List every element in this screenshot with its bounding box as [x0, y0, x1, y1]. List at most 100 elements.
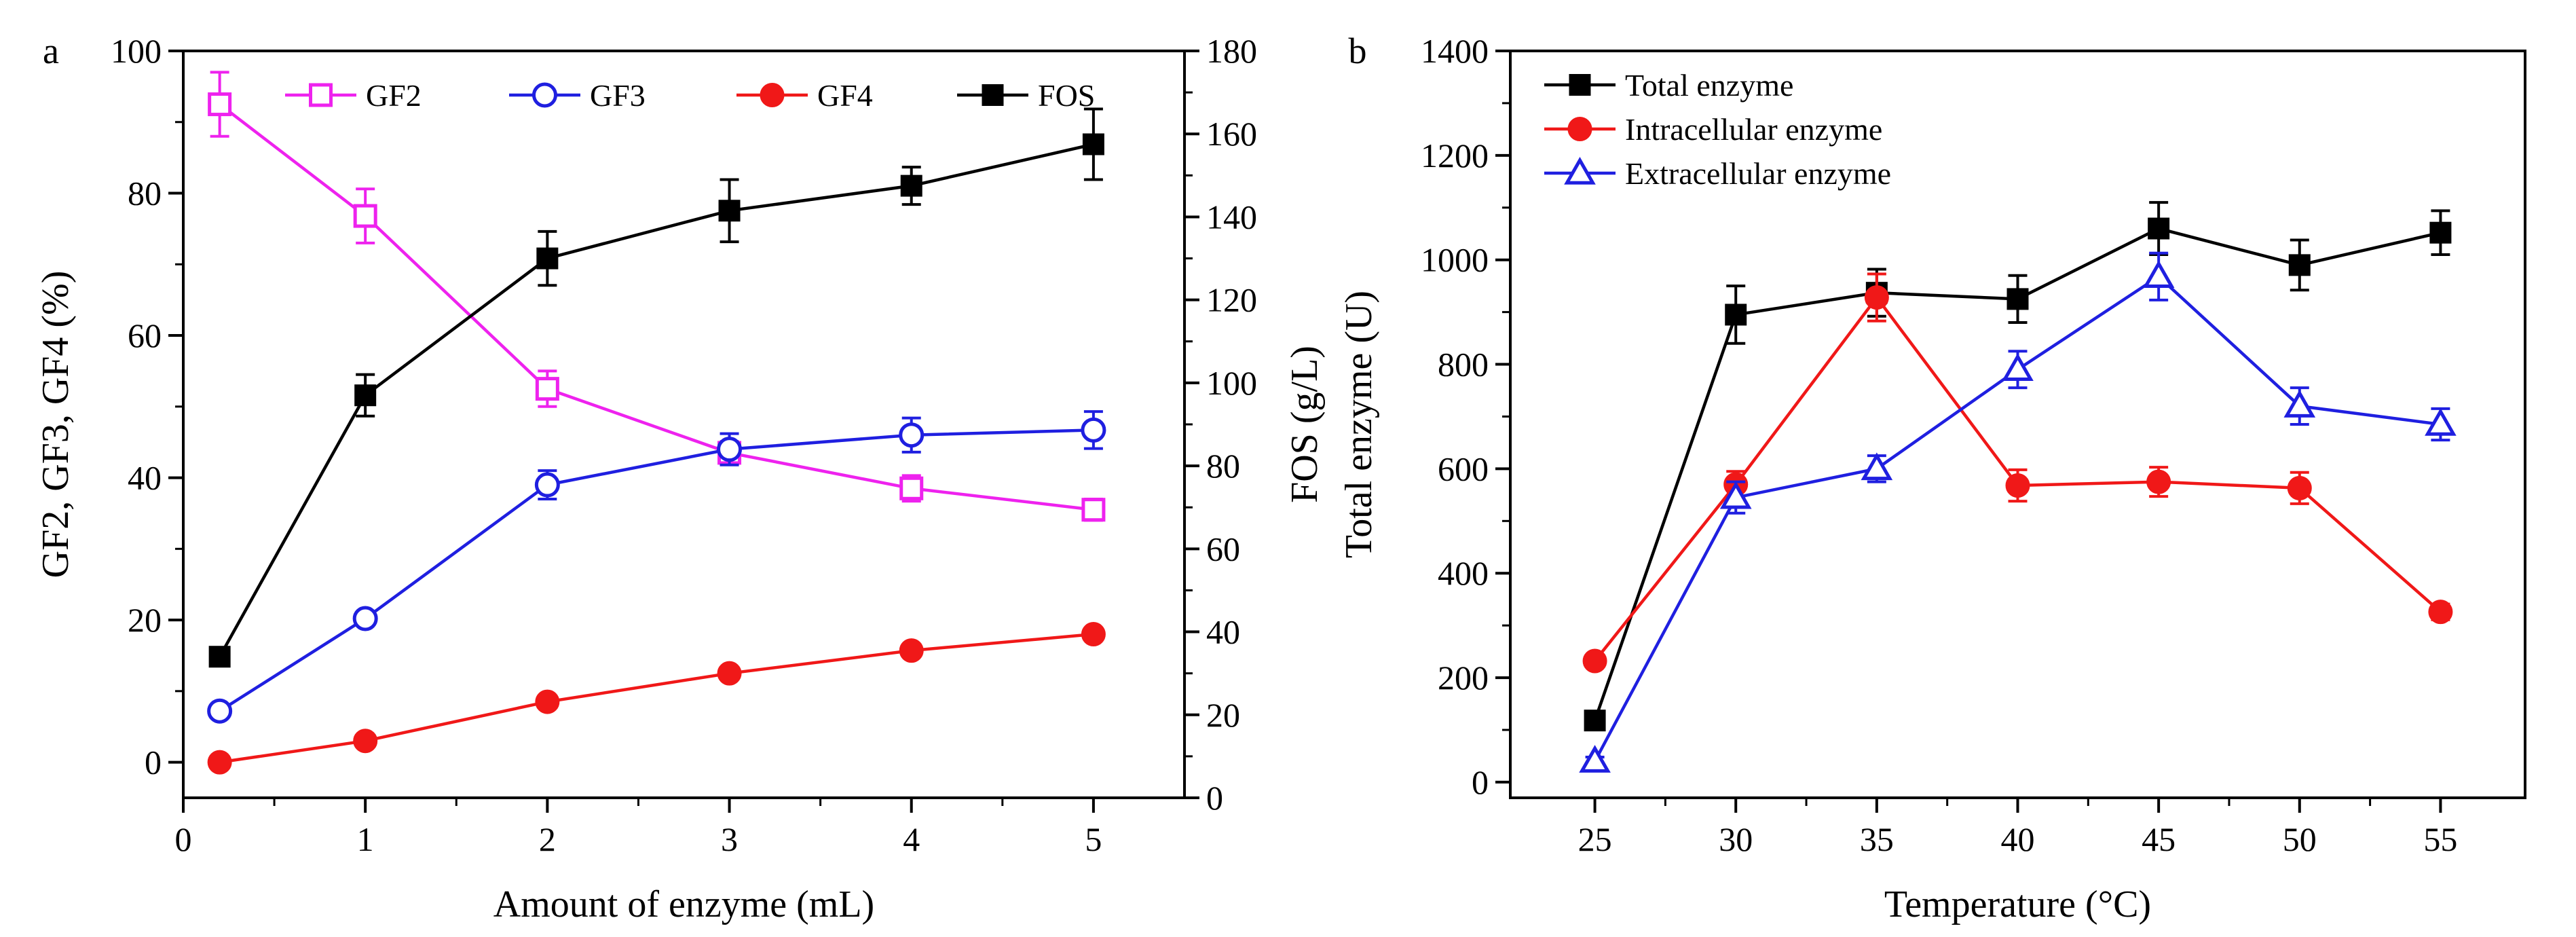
data-point: [1081, 622, 1106, 647]
data-point: [1861, 452, 1893, 481]
x-axis-title: Amount of enzyme (mL): [493, 883, 874, 925]
x-tick-label: 45: [2142, 820, 2176, 858]
legend-marker: [760, 83, 785, 107]
panel-label: b: [1349, 31, 1367, 71]
series-line: [219, 428, 1094, 713]
legend-marker: [309, 83, 333, 107]
data-point: [207, 698, 233, 724]
data-point: [353, 729, 378, 754]
y-axis-title: GF2, GF3, GF4 (%): [35, 271, 77, 578]
legend-item: Extracellular enzyme: [1544, 156, 1891, 191]
x-tick-label: 55: [2423, 820, 2457, 858]
series-extracellular-enzyme: [1579, 251, 2457, 773]
y-tick-label: 60: [128, 316, 162, 354]
y2-tick-label: 160: [1206, 115, 1257, 153]
y-tick-label: 1000: [1421, 241, 1489, 279]
y2-tick-label: 0: [1206, 779, 1223, 817]
data-point: [352, 606, 378, 631]
data-point: [1081, 498, 1106, 522]
data-point: [1082, 133, 1104, 155]
x-tick-label: 4: [903, 820, 920, 858]
y-tick-label: 400: [1438, 554, 1489, 592]
legend-item: GF4: [736, 78, 873, 113]
data-point: [1719, 481, 1752, 509]
panel-a-chart: 0 1 2 3 4 5 0 20 40 60 80 100 0 20 40 60 80 100 120 140 160 1…: [35, 31, 1326, 925]
data-point: [1864, 285, 1889, 310]
legend-label: Total enzyme: [1625, 68, 1793, 103]
legend-item: GF2: [285, 78, 422, 113]
series-gf4: [207, 622, 1106, 775]
data-point: [2005, 473, 2030, 498]
y-axis-title: Total enzyme (U): [1338, 291, 1380, 558]
x-tick-label: 2: [539, 820, 556, 858]
data-point: [717, 661, 742, 686]
y2-tick-label: 60: [1206, 530, 1240, 568]
y2-tick-label: 140: [1206, 198, 1257, 236]
data-point: [536, 247, 559, 270]
data-point: [717, 437, 743, 462]
y-tick-label: 0: [1472, 763, 1489, 801]
y-tick-label: 40: [128, 459, 162, 497]
data-point: [535, 377, 559, 401]
legend-label: Extracellular enzyme: [1625, 156, 1891, 191]
legend-item: GF3: [509, 78, 646, 113]
x-tick-label: 0: [175, 820, 192, 858]
data-point: [1579, 745, 1611, 773]
data-point: [354, 384, 377, 407]
data-point: [353, 204, 377, 228]
legend-label: FOS: [1038, 78, 1095, 113]
data-point: [2146, 469, 2171, 494]
y2-tick-label: 120: [1206, 281, 1257, 319]
series-gf2: [208, 71, 1106, 522]
x-axis-title: Temperature (°C): [1884, 883, 2151, 925]
data-point: [2287, 475, 2312, 500]
data-point: [208, 92, 232, 117]
data-point: [899, 638, 924, 663]
data-point: [535, 689, 560, 714]
data-point: [899, 422, 925, 448]
y-tick-label: 200: [1438, 659, 1489, 697]
y2-tick-label: 180: [1206, 32, 1257, 70]
legend: GF2 GF3 GF4 FOS: [285, 78, 1095, 113]
data-point: [207, 750, 232, 775]
data-point: [900, 174, 922, 197]
y-tick-label: 0: [145, 743, 162, 782]
series-gf3: [207, 410, 1106, 724]
data-point: [2283, 390, 2316, 418]
legend-item: Intracellular enzyme: [1544, 112, 1882, 147]
data-point: [2428, 600, 2453, 625]
data-point: [1081, 417, 1106, 443]
data-point: [1582, 648, 1607, 674]
x-tick-label: 1: [357, 820, 374, 858]
data-point: [2006, 288, 2029, 310]
data-point: [2288, 254, 2311, 276]
y2-tick-label: 100: [1206, 364, 1257, 402]
legend-marker: [982, 84, 1004, 106]
x-tick-label: 25: [1578, 820, 1612, 858]
legend-item: FOS: [957, 78, 1095, 113]
y-tick-label: 100: [111, 32, 162, 70]
data-point: [899, 476, 924, 500]
y-tick-label: 1200: [1421, 136, 1489, 174]
legend-marker: [532, 82, 557, 108]
x-tick-label: 3: [721, 820, 738, 858]
y-tick-label: 20: [128, 601, 162, 639]
series-line: [219, 103, 1094, 511]
series-fos: [208, 107, 1104, 668]
panel-label: a: [43, 31, 59, 71]
series-line: [218, 143, 1094, 658]
y2-tick-label: 80: [1206, 447, 1240, 485]
legend-marker: [1564, 156, 1596, 185]
x-tick-label: 5: [1085, 820, 1102, 858]
panel-b-chart: 25 30 35 40 45 50 55 0 200 400 600 800 1000 1200 1400 T…: [1338, 31, 2526, 925]
data-point: [2148, 217, 2170, 240]
x-tick-label: 40: [2001, 820, 2035, 858]
data-point: [2002, 353, 2034, 381]
x-tick-label: 35: [1860, 820, 1894, 858]
y-tick-label: 1400: [1421, 32, 1489, 70]
legend-item: Total enzyme: [1544, 68, 1793, 103]
legend-label: GF4: [817, 78, 873, 113]
data-point: [2142, 260, 2175, 289]
data-point: [534, 472, 560, 498]
legend-label: Intracellular enzyme: [1625, 112, 1882, 147]
